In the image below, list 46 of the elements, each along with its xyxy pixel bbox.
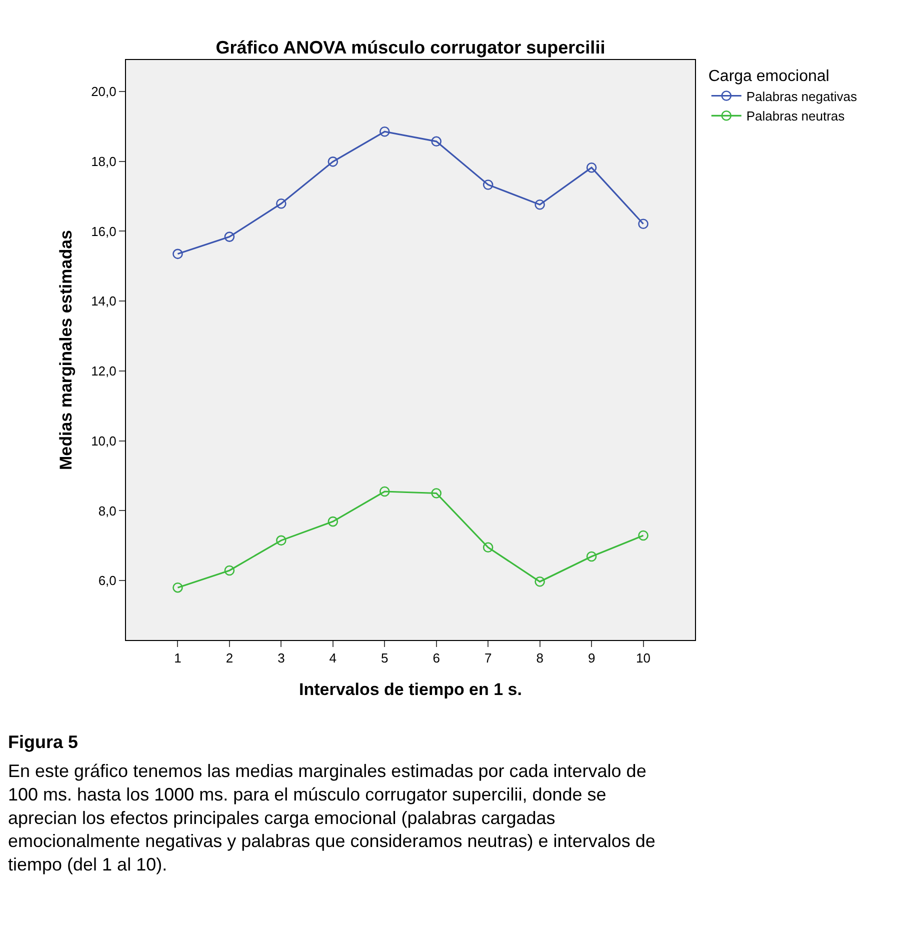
- x-tick-label: 8: [536, 650, 544, 666]
- legend-label: Palabras neutras: [746, 108, 846, 124]
- x-tick-label: 5: [381, 650, 388, 666]
- y-tick-label: 20,0: [91, 84, 116, 99]
- y-tick-label: 14,0: [91, 294, 116, 309]
- point: [328, 516, 338, 527]
- point: [379, 486, 390, 497]
- point: [534, 576, 545, 587]
- point: [431, 488, 442, 498]
- legend-title: Carga emocional: [708, 68, 830, 85]
- x-tick-label: 7: [484, 650, 492, 666]
- point: [638, 218, 648, 230]
- point: [638, 530, 648, 541]
- point: [172, 248, 183, 260]
- x-tick-label: 6: [432, 650, 440, 666]
- y-tick-label: 8,0: [98, 503, 116, 518]
- point: [431, 136, 442, 147]
- y-tick-label: 12,0: [91, 364, 116, 379]
- x-tick-label: 2: [226, 650, 234, 666]
- point: [586, 162, 597, 173]
- point: [379, 126, 390, 137]
- point: [328, 156, 338, 167]
- point: [482, 542, 494, 553]
- point: [224, 232, 235, 242]
- chart-title: Gráfico ANOVA músculo corrugator supercilii: [216, 37, 606, 58]
- y-tick-label: 18,0: [91, 154, 116, 169]
- point: [482, 180, 494, 190]
- point: [276, 198, 286, 209]
- legend-label: Palabras negativas: [746, 88, 858, 104]
- x-tick-label: 10: [636, 650, 651, 666]
- point: [224, 565, 235, 576]
- x-tick-label: 1: [174, 650, 182, 666]
- point: [276, 535, 286, 546]
- y-axis-title: Medias marginales estimadas: [56, 230, 76, 470]
- text: Figura 5: [8, 732, 78, 752]
- y-tick-label: 6,0: [98, 573, 116, 588]
- point: [534, 200, 545, 210]
- y-tick-label: 10,0: [91, 433, 116, 448]
- x-axis-title: Intervalos de tiempo en 1 s.: [299, 680, 522, 699]
- y-tick-label: 16,0: [91, 224, 116, 239]
- point: [172, 582, 183, 593]
- text: En este gráfico tenemos las medias marginales estimadas por cada intervalo de 100 ms. hasta los 1000 ms. para el músculo corrugator supercilii, donde se aprecian los efectos principales carga emocional (palabras cargadas emocionalmente negativas y palabras que consideramos neutras) e intervalos de tiempo (del 1 al 10).: [8, 761, 656, 875]
- x-tick-label: 4: [329, 650, 337, 666]
- point: [586, 551, 597, 562]
- x-tick-label: 9: [588, 650, 596, 666]
- x-tick-label: 3: [278, 650, 285, 666]
